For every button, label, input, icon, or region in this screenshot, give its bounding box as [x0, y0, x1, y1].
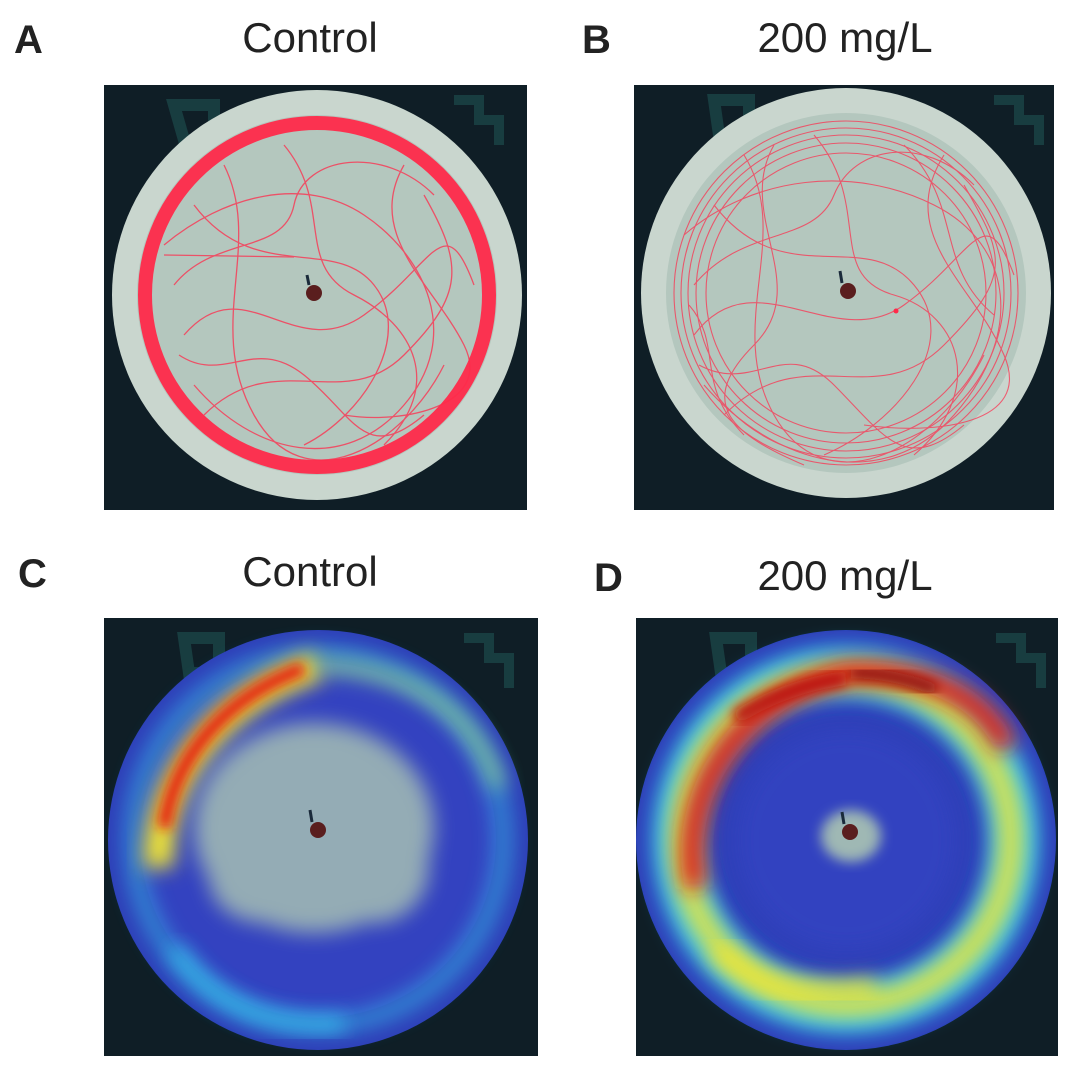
heatmap-image-control	[104, 618, 538, 1056]
heatmap-svg-control	[104, 618, 538, 1056]
heatmap-image-200mg	[636, 618, 1058, 1056]
panel-title-c: Control	[242, 548, 378, 595]
trajectory-svg-200mg	[634, 85, 1054, 510]
panel-letter-b: B	[582, 18, 611, 62]
trajectory-svg-control	[104, 85, 527, 510]
panel-letter-d: D	[594, 556, 623, 600]
trajectory-image-200mg	[634, 85, 1054, 510]
panel-title-d: 200 mg/L	[757, 552, 933, 599]
panel-title-b: 200 mg/L	[757, 14, 933, 61]
panel-title-a: Control	[242, 14, 378, 61]
panel-letter-a: A	[14, 18, 43, 62]
heatmap-svg-200mg	[636, 618, 1058, 1056]
panel-letter-c: C	[18, 552, 47, 596]
trajectory-image-control	[104, 85, 527, 510]
